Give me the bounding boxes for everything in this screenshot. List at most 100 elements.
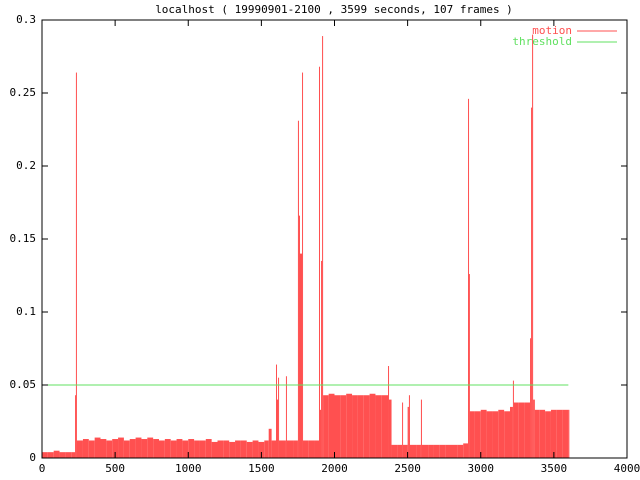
x-tick-label: 0 [39, 462, 46, 475]
motion-bar [252, 440, 259, 458]
chart-title: localhost ( 19990901-2100 , 3599 seconds… [155, 3, 513, 16]
y-tick-label: 0.2 [16, 159, 36, 172]
motion-bar [391, 444, 398, 458]
motion-bar [498, 409, 505, 458]
motion-bar [264, 440, 269, 458]
y-tick-label: 0.1 [16, 305, 36, 318]
motion-bar [322, 36, 324, 459]
motion-bar [271, 440, 276, 458]
plot-border [41, 19, 628, 459]
motion-bar [118, 437, 124, 458]
motion-bar [512, 380, 514, 458]
motion-bar [340, 395, 347, 458]
legend-label: threshold [512, 35, 572, 48]
motion-bar [318, 66, 320, 458]
motion-bar [556, 409, 563, 458]
motion-bar [388, 366, 390, 458]
motion-bar [346, 393, 353, 458]
motion-bar [518, 402, 525, 458]
motion-bar [510, 406, 513, 458]
motion-bar [112, 439, 119, 458]
motion-bar [550, 409, 557, 458]
motion-bar [504, 411, 510, 458]
motion-bar [293, 440, 298, 458]
motion-bar [276, 399, 279, 458]
motion-bar [334, 395, 341, 458]
y-tick-label: 0.3 [16, 13, 36, 26]
motion-bar [388, 399, 392, 458]
motion-bar [420, 399, 422, 458]
motion-bar [47, 452, 54, 458]
motion-bar [240, 440, 247, 458]
motion-bar [258, 441, 265, 458]
motion-bar [297, 120, 299, 459]
x-tick-label: 2000 [321, 462, 348, 475]
motion-bar [268, 428, 272, 458]
motion-bar [513, 402, 519, 458]
motion-bar [486, 411, 493, 458]
motion-bar [474, 411, 481, 458]
motion-bar [532, 34, 534, 458]
motion-bar [539, 409, 546, 458]
motion-bar [416, 444, 421, 458]
motion-bar [278, 440, 286, 458]
motion-bar [308, 440, 315, 458]
motion-bar [568, 409, 570, 458]
motion-bar [82, 439, 89, 458]
motion-bar [278, 377, 280, 458]
motion-bar [53, 450, 60, 458]
motion-bar [59, 452, 66, 458]
motion-bar [468, 98, 470, 458]
motion-bar [246, 441, 253, 458]
x-tick-label: 500 [105, 462, 125, 475]
motion-bar [357, 395, 364, 458]
motion-bar [147, 437, 154, 458]
motion-bar [141, 439, 148, 458]
motion-bar [217, 440, 224, 458]
motion-bar [188, 439, 195, 458]
x-tick-label: 2500 [394, 462, 421, 475]
motion-bar [402, 402, 404, 458]
y-tick-label: 0 [29, 451, 36, 464]
motion-bar [106, 440, 113, 458]
y-tick-label: 0.25 [10, 86, 37, 99]
motion-bar [135, 437, 142, 458]
motion-bar [428, 444, 434, 458]
motion-bar [299, 253, 303, 458]
motion-bar [223, 440, 230, 458]
motion-bar [480, 409, 487, 458]
motion-bar [164, 439, 171, 458]
motion-bar [381, 395, 389, 458]
motion-bar [71, 452, 76, 458]
motion-bar [159, 440, 165, 458]
motion-bar [129, 439, 136, 458]
motion-bar [314, 440, 319, 458]
motion-bar [229, 441, 236, 458]
motion-bar [402, 444, 408, 458]
motion-bar [407, 406, 409, 458]
motion-bar [298, 215, 300, 458]
motion-bar [153, 439, 159, 458]
motion-bar [457, 444, 464, 458]
motion-bar [524, 402, 531, 458]
motion-bar [369, 393, 376, 458]
motion-bar [421, 444, 429, 458]
motion-bar [194, 440, 200, 458]
motion-bar [100, 439, 107, 458]
motion-bar [94, 437, 101, 458]
motion-bar [65, 452, 72, 458]
motion-bar [235, 440, 241, 458]
motion-bar [533, 399, 535, 458]
motion-bar [302, 72, 304, 458]
motion-bar [463, 443, 469, 458]
motion-bar [323, 395, 329, 458]
x-tick-label: 3000 [468, 462, 495, 475]
y-tick-label: 0.05 [10, 378, 37, 391]
motion-bar [88, 440, 95, 458]
motion-bar [42, 452, 48, 458]
motion-bar [439, 444, 446, 458]
x-tick-label: 1500 [248, 462, 275, 475]
motion-bar [531, 107, 533, 458]
motion-bar [445, 444, 452, 458]
